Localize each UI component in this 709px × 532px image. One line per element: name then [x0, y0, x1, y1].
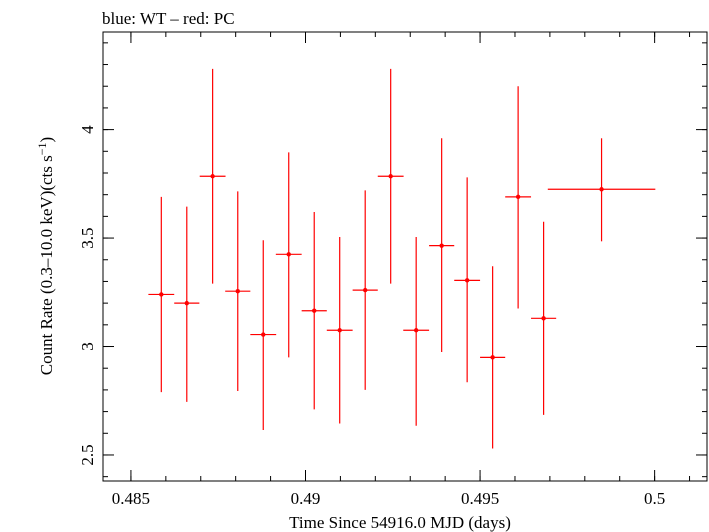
- data-point: [377, 68, 404, 284]
- y-axis-title-sup: −1: [35, 142, 49, 155]
- data-point: [547, 138, 656, 242]
- data-point: [326, 236, 353, 424]
- y-axis-title: Count Rate (0.3–10.0 keV)(cts s−1): [35, 137, 56, 375]
- point-marker: [159, 292, 164, 297]
- data-point: [148, 196, 175, 393]
- y-tick-label: 2.5: [78, 444, 97, 465]
- y-axis-title-main: Count Rate (0.3–10.0 keV)(cts s: [37, 155, 56, 375]
- y-tick-label: 4: [78, 125, 97, 134]
- point-marker: [286, 252, 291, 257]
- chart-title: blue: WT – red: PC: [102, 9, 235, 28]
- data-point: [275, 152, 302, 358]
- point-marker: [184, 300, 189, 306]
- data-point: [505, 86, 532, 309]
- x-tick-label: 0.5: [644, 489, 665, 508]
- x-tick-label: 0.49: [291, 489, 321, 508]
- minor-ticks: [103, 32, 707, 481]
- data-point: [199, 68, 226, 284]
- point-marker: [515, 194, 521, 200]
- data-point: [429, 138, 455, 352]
- data-point: [454, 177, 481, 383]
- x-tick-label: 0.495: [461, 489, 499, 508]
- plot-frame: [102, 31, 708, 482]
- x-tick-label: 0.485: [112, 489, 150, 508]
- data-point: [403, 236, 430, 426]
- point-marker: [464, 278, 470, 283]
- point-marker: [235, 289, 240, 294]
- major-ticks: [103, 32, 707, 481]
- point-marker: [490, 355, 495, 360]
- point-marker: [337, 328, 342, 333]
- data-point: [225, 191, 251, 391]
- point-marker: [413, 328, 419, 333]
- y-tick-labels: 2.5 3 3.5 4: [78, 125, 97, 466]
- y-tick-label: 3: [78, 342, 97, 351]
- point-marker: [439, 243, 444, 248]
- x-axis-title: Time Since 54916.0 MJD (days): [289, 513, 511, 532]
- y-axis-title-close: ): [37, 137, 56, 143]
- point-marker: [362, 287, 368, 293]
- data-point: [250, 240, 277, 431]
- point-marker: [541, 316, 546, 321]
- x-tick-labels: 0.485 0.49 0.495 0.5: [112, 489, 665, 508]
- data-point: [352, 190, 378, 390]
- data-point: [480, 266, 506, 449]
- series-pc: [148, 68, 656, 449]
- point-marker: [312, 308, 317, 313]
- point-marker: [388, 174, 393, 179]
- point-marker: [210, 174, 215, 179]
- data-point: [301, 212, 327, 410]
- data-point: [531, 221, 557, 415]
- point-marker: [261, 332, 266, 337]
- y-tick-label: 3.5: [78, 227, 97, 248]
- data-point: [174, 206, 200, 402]
- point-marker: [599, 187, 604, 192]
